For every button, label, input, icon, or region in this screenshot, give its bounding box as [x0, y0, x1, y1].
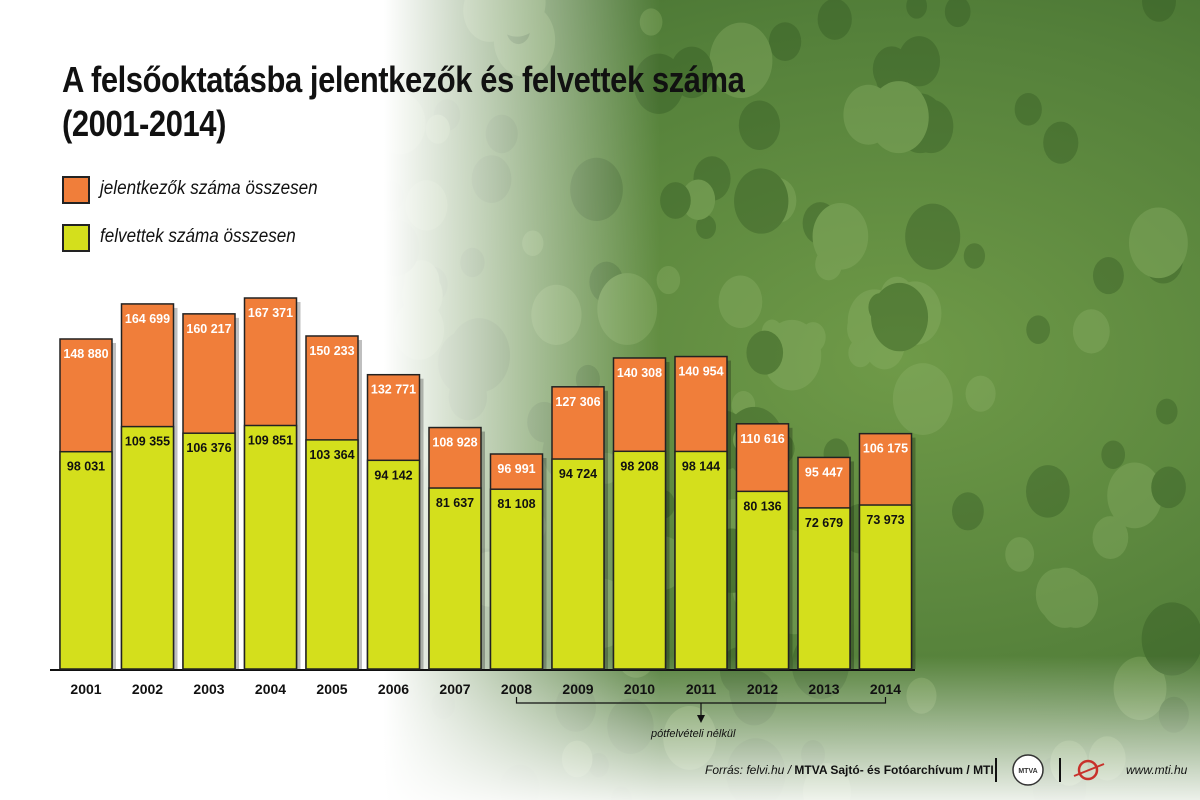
x-tick-label: 2007	[439, 681, 470, 697]
footer-source: Forrás: felvi.hu / MTVA Sajtó- és Fotóar…	[705, 763, 994, 777]
data-label-applicants: 150 233	[309, 344, 354, 358]
data-label-applicants: 108 928	[432, 436, 477, 450]
data-label-admitted: 103 364	[309, 448, 354, 462]
bar-admitted	[243, 424, 298, 670]
data-label-applicants: 110 616	[740, 432, 785, 446]
bar-admitted	[182, 432, 236, 670]
footer-source-label: Forrás: felvi.hu /	[705, 763, 795, 777]
bar-admitted	[305, 439, 359, 670]
data-label-admitted: 109 851	[248, 434, 293, 448]
data-label-applicants: 140 308	[617, 366, 662, 380]
bar-admitted	[120, 425, 175, 670]
chart-title: A felsőoktatásba jelentkezők és felvette…	[62, 58, 745, 146]
data-label-admitted: 72 679	[805, 516, 843, 530]
mti-logo-stroke	[1073, 763, 1105, 777]
annotation-arrow-head	[697, 715, 705, 723]
bar-admitted	[674, 450, 728, 670]
bar-admitted	[797, 507, 851, 670]
data-label-admitted: 94 142	[374, 468, 412, 482]
bar-admitted	[858, 504, 913, 670]
data-label-applicants: 148 880	[63, 347, 108, 361]
data-label-admitted: 81 108	[497, 497, 535, 511]
data-label-applicants: 167 371	[248, 306, 293, 320]
legend-label-admitted: felvettek száma összesen	[100, 226, 296, 247]
chart-title-line1: A felsőoktatásba jelentkezők és felvette…	[62, 59, 745, 100]
annotation-text: pótfelvételi nélkül	[651, 728, 736, 740]
x-tick-label: 2008	[501, 681, 532, 697]
footer-archive: MTVA Sajtó- és Fotóarchívum / MTI	[794, 763, 994, 777]
bar-admitted	[428, 487, 482, 670]
x-tick-label: 2011	[686, 681, 717, 697]
x-tick-label: 2003	[193, 681, 224, 697]
x-tick-label: 2009	[562, 681, 593, 697]
footer-website: www.mti.hu	[1126, 763, 1188, 777]
data-label-admitted: 98 208	[620, 459, 658, 473]
x-tick-label: 2006	[378, 681, 409, 697]
data-label-admitted: 73 973	[866, 513, 904, 527]
data-label-admitted: 81 637	[436, 496, 474, 510]
annotation-bracket	[515, 697, 887, 704]
data-label-admitted: 80 136	[743, 499, 781, 513]
data-label-admitted: 98 031	[67, 460, 105, 474]
x-tick-label: 2013	[808, 681, 839, 697]
data-label-applicants: 140 954	[678, 365, 723, 379]
mtva-logo-text: MTVA	[1018, 768, 1037, 775]
x-tick-label: 2002	[132, 681, 163, 697]
data-label-applicants: 127 306	[555, 395, 600, 409]
x-tick-label: 2005	[316, 681, 347, 697]
x-tick-label: 2004	[255, 681, 286, 697]
bar-admitted	[612, 450, 667, 670]
legend-label-applicants: jelentkezők száma összesen	[100, 178, 318, 199]
x-tick-label: 2010	[624, 681, 655, 697]
data-label-applicants: 160 217	[186, 322, 231, 336]
bar-admitted	[735, 490, 790, 670]
data-label-applicants: 106 175	[863, 442, 908, 456]
data-label-applicants: 95 447	[805, 465, 843, 479]
legend-swatch-applicants	[62, 176, 90, 204]
data-label-admitted: 106 376	[186, 441, 231, 455]
bar-admitted	[551, 458, 605, 670]
data-label-admitted: 94 724	[559, 467, 597, 481]
data-label-applicants: 132 771	[371, 383, 416, 397]
x-tick-label: 2001	[70, 681, 101, 697]
data-label-admitted: 109 355	[125, 435, 170, 449]
legend-swatch-admitted	[62, 224, 90, 252]
x-tick-label: 2014	[870, 681, 901, 697]
data-label-admitted: 98 144	[682, 459, 720, 473]
mtva-logo-icon	[1012, 754, 1044, 786]
bar-admitted	[489, 488, 544, 670]
data-label-applicants: 96 991	[497, 462, 535, 476]
x-tick-label: 2012	[747, 681, 778, 697]
chart-title-line2: (2001-2014)	[62, 103, 226, 144]
bar-admitted	[59, 450, 113, 670]
footer-logos: MTVA	[995, 754, 1105, 786]
bar-admitted	[366, 459, 421, 670]
data-label-applicants: 164 699	[125, 312, 170, 326]
mti-logo-icon	[1077, 759, 1099, 781]
